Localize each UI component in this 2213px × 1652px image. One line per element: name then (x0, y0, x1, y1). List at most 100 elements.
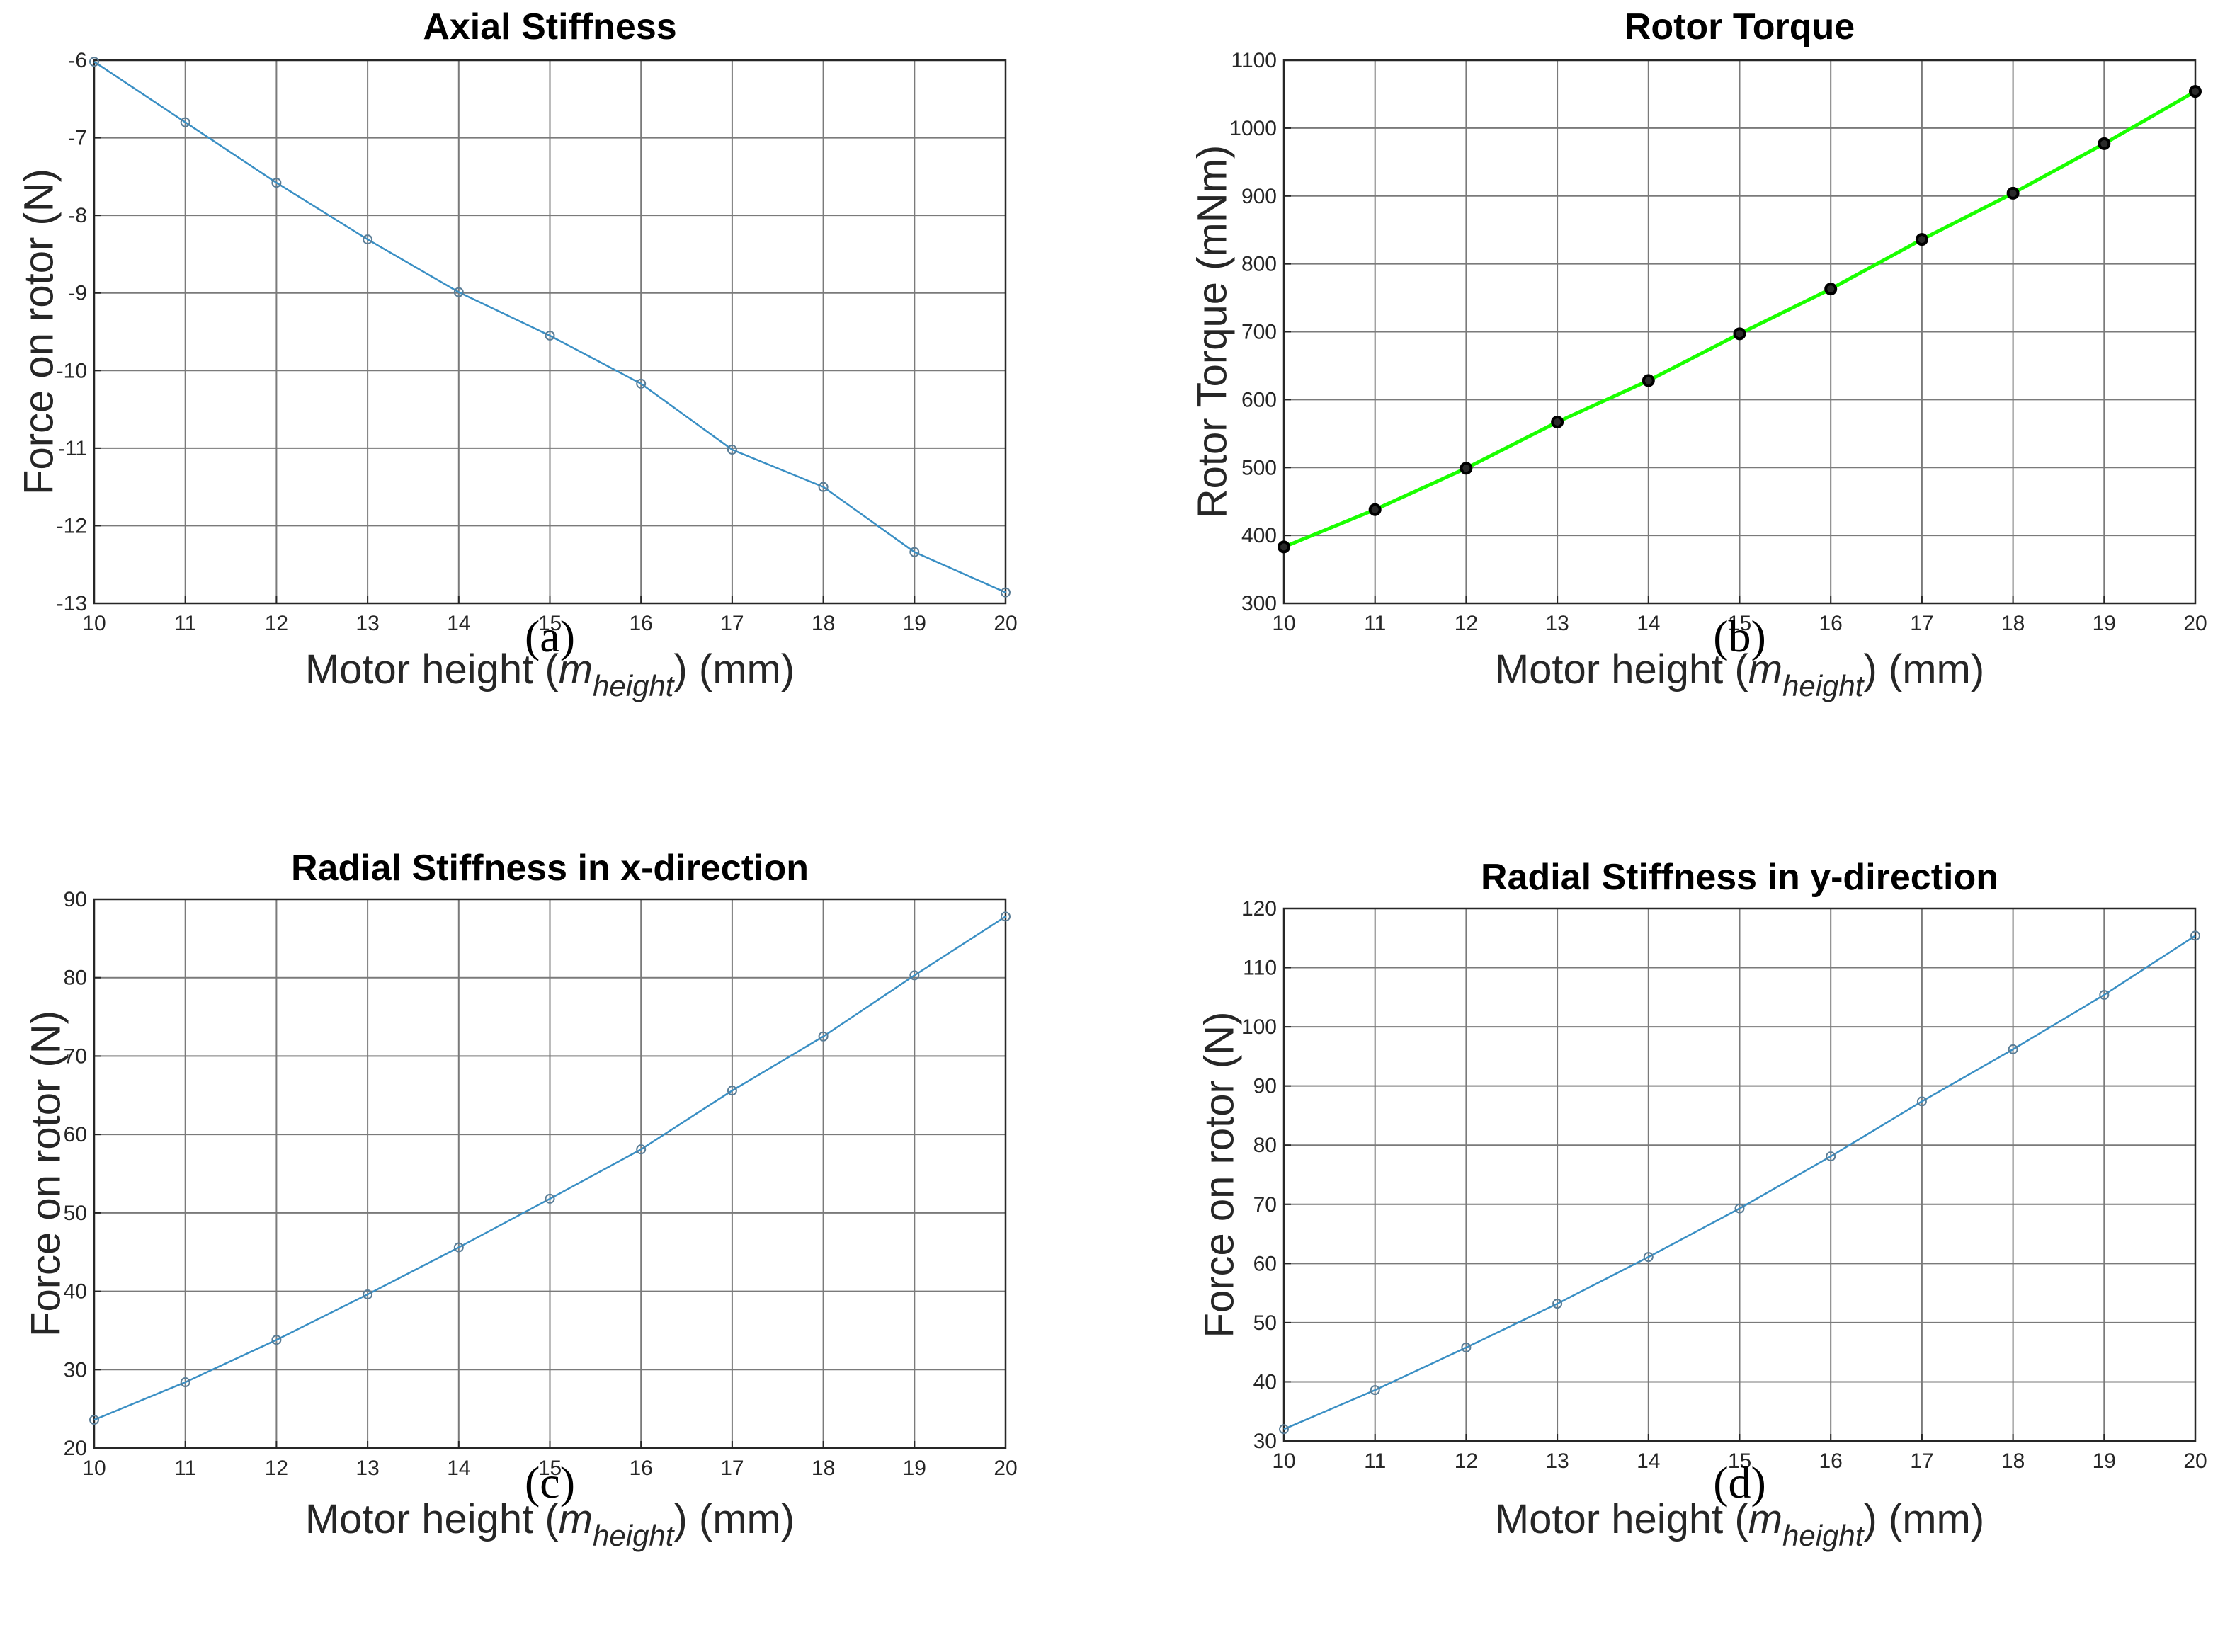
y-tick-label: 40 (64, 1280, 87, 1304)
x-tick-label: 18 (812, 1457, 835, 1480)
y-tick-label: 700 (1241, 321, 1277, 344)
chart-title: Rotor Torque (1625, 6, 1855, 47)
y-axis-label: Force on rotor (N) (1197, 1012, 1243, 1338)
data-point (1370, 1385, 1380, 1396)
data-point (1824, 283, 1838, 296)
data-point (2189, 85, 2202, 98)
data-point (1460, 462, 1473, 475)
data-point (1642, 374, 1655, 387)
x-axis-label-suffix: ) (mm) (673, 1496, 795, 1542)
y-tick-label: 80 (64, 967, 87, 990)
data-point (2098, 137, 2111, 150)
panel-caption: (b) (1713, 611, 1766, 661)
data-point (1368, 503, 1382, 516)
x-tick-label: 15 (1728, 1449, 1751, 1473)
data-point (545, 1193, 555, 1204)
data-point (1552, 1299, 1563, 1309)
x-tick-label: 12 (265, 612, 288, 635)
x-tick-label: 20 (994, 1457, 1017, 1480)
data-point (453, 1242, 464, 1253)
x-tick-label: 20 (2183, 1449, 2207, 1473)
y-tick-label: 1100 (1231, 49, 1277, 72)
y-tick-label: 600 (1241, 388, 1277, 411)
x-tick-label: 15 (538, 612, 562, 635)
chart-panel-d: 10 11 12 13 14 15 16 17 18 19 20 30 40 50 60 70 80 90 100 1… (1197, 857, 2207, 1552)
x-tick-label: 16 (1819, 1449, 1843, 1473)
chart-title: Axial Stiffness (423, 6, 676, 47)
y-axis-label: Force on rotor (N) (16, 169, 62, 495)
x-tick-label: 10 (82, 612, 106, 635)
data-point (1001, 911, 1011, 922)
data-point (2190, 930, 2200, 941)
y-tick-label: 50 (1253, 1311, 1277, 1335)
y-axis-label: Rotor Torque (mNm) (1190, 145, 1236, 519)
x-axis-label-prefix: Motor height ( (1495, 646, 1748, 693)
y-tick-label: 50 (64, 1202, 87, 1225)
x-tick-label: 13 (355, 612, 379, 635)
x-tick-label: 10 (82, 1457, 106, 1480)
x-axis-label-suffix: ) (mm) (673, 646, 795, 693)
x-tick-label: 11 (1364, 612, 1386, 635)
data-point (1826, 1151, 1836, 1162)
panel-caption: (d) (1713, 1457, 1766, 1508)
data-point (89, 1415, 99, 1425)
x-tick-label: 17 (1910, 1449, 1933, 1473)
y-tick-label: 300 (1241, 592, 1277, 615)
x-axis-label-symbol: m (1748, 1496, 1782, 1542)
data-point (1643, 1252, 1654, 1263)
x-tick-label: 17 (1910, 612, 1933, 635)
data-point (1461, 1342, 1472, 1352)
x-tick-label: 11 (174, 612, 196, 635)
data-point (363, 1289, 373, 1299)
y-tick-label: -10 (57, 359, 87, 382)
x-tick-label: 13 (1545, 1449, 1569, 1473)
chart-panel-b: 10 11 12 13 14 15 16 17 18 19 20 300 400 500 600 700 800… (1190, 6, 2207, 702)
x-axis-label-subscript: height (593, 1519, 676, 1552)
data-point (727, 1086, 737, 1096)
y-tick-label: -13 (57, 592, 87, 615)
chart-panel-c: 10 11 12 13 14 15 16 17 18 19 20 20 30 40 50 60 70 80 90 Ra… (23, 848, 1018, 1552)
x-tick-label: 17 (720, 1457, 744, 1480)
y-tick-label: 120 (1241, 897, 1277, 921)
x-tick-label: 10 (1272, 612, 1295, 635)
y-tick-label: -6 (68, 49, 87, 72)
x-tick-label: 11 (1364, 1449, 1386, 1473)
x-tick-label: 14 (1637, 1449, 1660, 1473)
y-tick-label: 80 (1253, 1134, 1277, 1157)
y-tick-label: -11 (58, 437, 87, 460)
data-point (1279, 1424, 1289, 1435)
x-tick-label: 10 (1272, 1449, 1295, 1473)
y-tick-label: 60 (64, 1123, 87, 1146)
x-tick-label: 14 (1637, 612, 1660, 635)
x-tick-label: 11 (174, 1457, 196, 1480)
series-line (93, 916, 1006, 1421)
x-tick-label: 18 (2001, 1449, 2025, 1473)
y-tick-label: 90 (1253, 1075, 1277, 1098)
data-point (818, 1031, 829, 1042)
panel-caption: (a) (525, 611, 575, 661)
x-tick-label: 19 (903, 612, 926, 635)
y-tick-label: 1000 (1229, 117, 1277, 140)
x-axis-label-symbol: m (559, 1496, 593, 1542)
x-axis-label-suffix: ) (mm) (1863, 1496, 1984, 1542)
x-tick-label: 16 (630, 612, 653, 635)
data-point (727, 445, 737, 455)
chart-title: Radial Stiffness in x-direction (291, 848, 809, 889)
y-tick-label: 110 (1243, 957, 1277, 980)
y-tick-label: 70 (1253, 1193, 1277, 1217)
x-tick-label: 17 (720, 612, 744, 635)
chart-title: Radial Stiffness in y-direction (1481, 857, 1998, 898)
x-axis-label: Motor height (mheight) (mm) (305, 646, 795, 702)
y-tick-label: 40 (1253, 1370, 1277, 1394)
data-point (271, 1335, 282, 1345)
y-tick-label: -12 (57, 514, 87, 537)
x-tick-label: 20 (2183, 612, 2207, 635)
x-tick-label: 16 (630, 1457, 653, 1480)
data-point (89, 57, 99, 67)
x-tick-label: 13 (1545, 612, 1569, 635)
x-tick-label: 18 (812, 612, 835, 635)
x-tick-label: 13 (355, 1457, 379, 1480)
x-axis-label: Motor height (mheight) (mm) (1495, 646, 1984, 702)
x-tick-label: 14 (447, 612, 470, 635)
